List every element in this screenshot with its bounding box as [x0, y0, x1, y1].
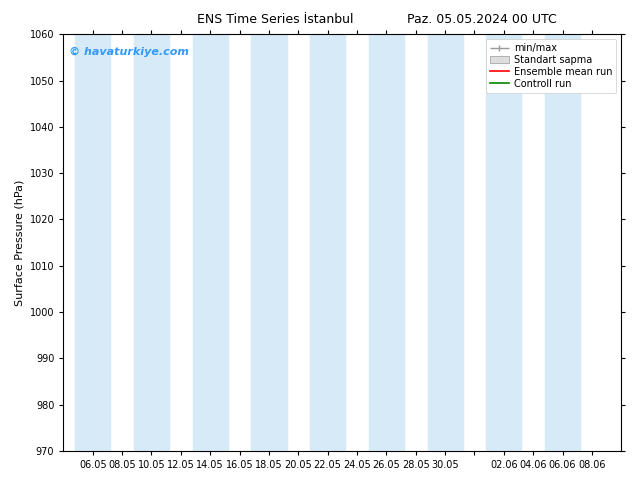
Bar [427, 34, 463, 451]
Bar [369, 34, 404, 451]
Y-axis label: Surface Pressure (hPa): Surface Pressure (hPa) [14, 179, 24, 306]
Legend: min/max, Standart sapma, Ensemble mean run, Controll run: min/max, Standart sapma, Ensemble mean r… [486, 39, 616, 93]
Bar [75, 34, 110, 451]
Bar [251, 34, 287, 451]
Bar [193, 34, 228, 451]
Bar [134, 34, 169, 451]
Text: Paz. 05.05.2024 00 UTC: Paz. 05.05.2024 00 UTC [407, 13, 557, 26]
Bar [545, 34, 580, 451]
Text: ENS Time Series İstanbul: ENS Time Series İstanbul [197, 13, 354, 26]
Text: © havaturkiye.com: © havaturkiye.com [69, 47, 189, 57]
Bar [486, 34, 522, 451]
Bar [310, 34, 346, 451]
